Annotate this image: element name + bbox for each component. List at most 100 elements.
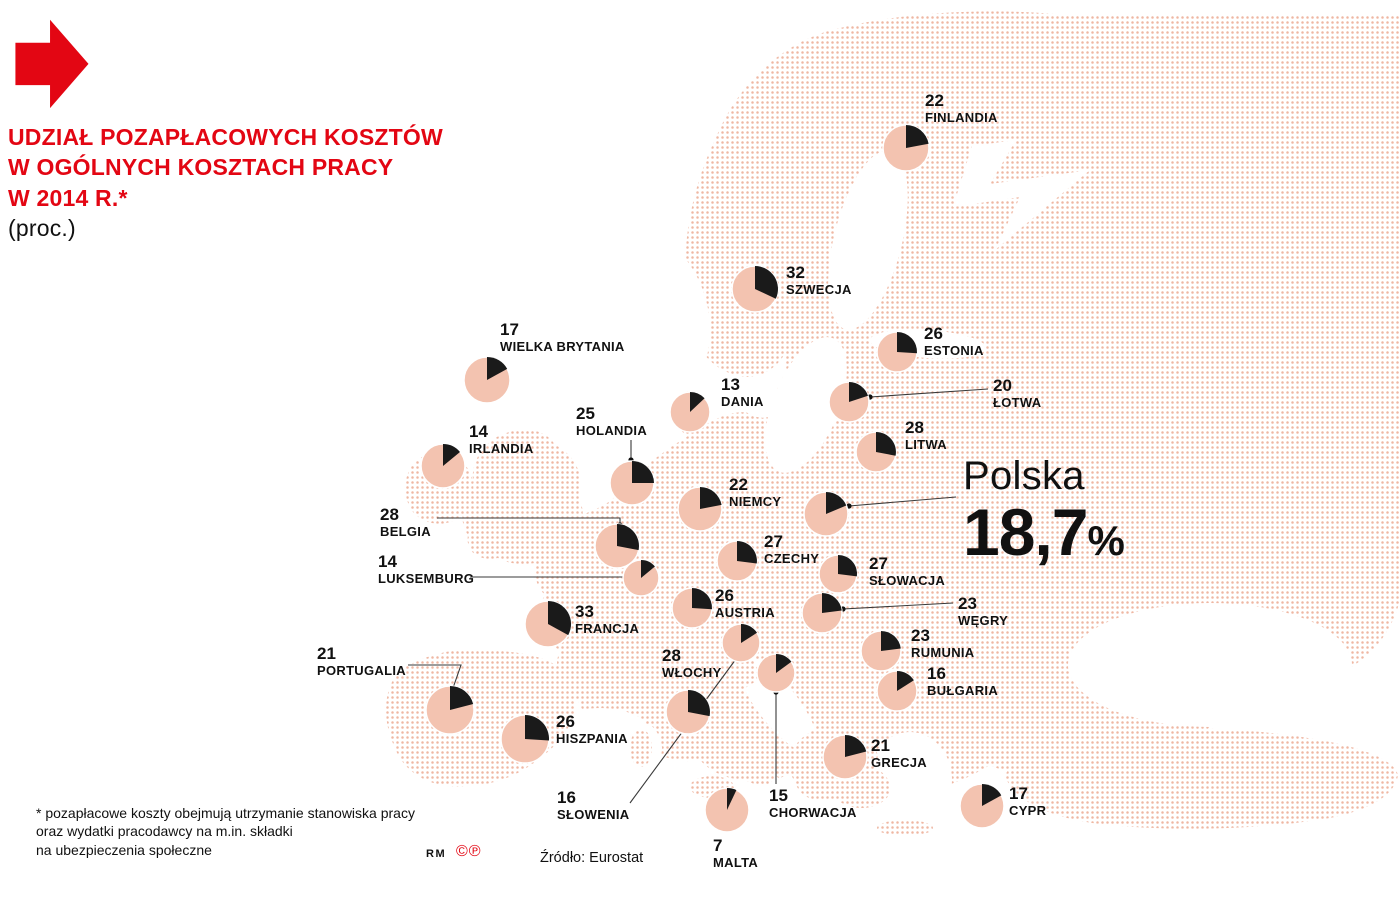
pie-wedge-polska	[826, 492, 847, 514]
pie-bulgaria	[876, 670, 918, 712]
title-line-1: UDZIAŁ POZAPŁACOWYCH KOSZTÓW	[8, 124, 443, 150]
country-name: CYPR	[1009, 802, 1047, 818]
label-niemcy: 22 NIEMCY	[729, 476, 781, 511]
title-unit: (proc.)	[8, 215, 76, 242]
pie-irlandia	[420, 443, 466, 489]
pie-wedge-szwecja	[755, 266, 778, 299]
leader-portugalia	[408, 664, 462, 689]
polska-value: 18,7	[963, 495, 1088, 569]
pie-finlandia	[882, 124, 930, 172]
map-corsica	[642, 700, 658, 726]
country-value: 33	[575, 602, 594, 621]
pie-wedge-slowacja	[838, 554, 858, 577]
country-name: GRECJA	[871, 754, 927, 770]
country-value: 22	[729, 475, 748, 494]
country-name: HISZPANIA	[556, 730, 628, 746]
country-value: 14	[378, 552, 397, 571]
pie-wedge-francja	[548, 600, 572, 636]
aegean-sea	[868, 732, 952, 828]
pie-wlochy	[665, 689, 711, 735]
pie-wedge-cypr	[982, 784, 1002, 806]
pie-wedge-rumunia	[881, 631, 901, 651]
leader-lotwa	[869, 388, 989, 398]
label-luksemburg: 14 LUKSEMBURG	[378, 553, 474, 588]
pie-wedge-wielka-brytania	[487, 356, 508, 380]
pie-wedge-irlandia	[443, 443, 460, 466]
label-szwecja: 32 SZWECJA	[786, 264, 852, 299]
label-wlochy: 28 WŁOCHY	[662, 647, 722, 682]
map-turkey	[1005, 728, 1398, 829]
country-value: 20	[993, 376, 1012, 395]
pie-szwecja	[731, 265, 779, 313]
label-wegry: 23 WĘGRY	[958, 595, 1008, 630]
red-arrow-icon	[15, 19, 89, 109]
country-name: AUSTRIA	[715, 604, 775, 620]
pie-wielka-brytania	[463, 356, 511, 404]
country-name: LUKSEMBURG	[378, 570, 475, 586]
label-estonia: 26 ESTONIA	[924, 325, 984, 360]
pie-estonia	[876, 331, 918, 373]
title-line-2: W OGÓLNYCH KOSZTACH PRACY	[8, 154, 394, 181]
label-czechy: 27 CZECHY	[764, 533, 819, 568]
pie-wedge-belgia	[617, 524, 639, 551]
pie-wedge-finlandia	[906, 125, 929, 148]
label-lotwa: 20 ŁOTWA	[993, 377, 1041, 412]
country-name: BUŁGARIA	[927, 682, 999, 698]
pie-belgia	[594, 523, 640, 569]
country-value: 15	[769, 786, 788, 805]
pie-portugalia	[425, 685, 475, 735]
pie-wedge-litwa	[876, 432, 896, 456]
leader-wegry	[842, 602, 954, 610]
country-name: BELGIA	[380, 523, 431, 539]
pie-rumunia	[860, 630, 902, 672]
pie-wedge-malta	[727, 788, 737, 810]
pie-wedge-portugalia	[450, 686, 474, 710]
country-name: SŁOWACJA	[869, 572, 946, 588]
pie-francja	[524, 600, 572, 648]
country-name: MALTA	[713, 854, 759, 870]
country-value: 21	[317, 644, 336, 663]
copyright-icons: ©℗	[456, 843, 482, 861]
country-name: CZECHY	[764, 550, 820, 566]
country-value: 14	[469, 422, 488, 441]
label-wielka-brytania: 17 WIELKA BRYTANIA	[500, 321, 625, 356]
label-rumunia: 23 RUMUNIA	[911, 627, 974, 662]
pie-wedge-grecja	[845, 735, 867, 757]
pie-wedge-wegry	[822, 593, 842, 613]
country-value: 26	[715, 586, 734, 605]
title-line-3: W 2014 R.*	[8, 184, 128, 211]
label-slowenia: 16 SŁOWENIA	[557, 789, 629, 824]
country-value: 28	[905, 418, 924, 437]
country-name: SŁOWENIA	[557, 806, 630, 822]
country-value: 13	[721, 375, 740, 394]
country-name: WĘGRY	[958, 612, 1009, 628]
map-sardinia	[630, 729, 652, 767]
pie-wegry	[801, 592, 843, 634]
pie-malta	[704, 787, 750, 833]
label-chorwacja: 15 CHORWACJA	[769, 787, 857, 822]
footnote-line-3: na ubezpieczenia społeczne	[36, 841, 212, 858]
pie-wedge-chorwacja	[776, 653, 792, 673]
pie-chorwacja	[756, 653, 796, 693]
country-name: ŁOTWA	[993, 394, 1042, 410]
country-value: 28	[380, 505, 399, 524]
pie-lotwa	[828, 381, 870, 423]
pie-czechy	[716, 540, 758, 582]
polska-callout: Polska 18,7 %	[963, 455, 1125, 565]
country-value: 16	[557, 788, 576, 807]
pie-wedge-bulgaria	[897, 671, 914, 691]
label-dania: 13 DANIA	[721, 376, 764, 411]
country-name: NIEMCY	[729, 493, 782, 509]
pie-polska	[803, 491, 849, 537]
label-irlandia: 14 IRLANDIA	[469, 423, 534, 458]
pie-wedge-holandia	[632, 461, 654, 483]
kattegat	[736, 382, 778, 418]
pie-luksemburg	[622, 559, 660, 597]
footnote-line-1: * pozapłacowe koszty obejmują utrzymanie…	[36, 805, 415, 821]
country-value: 25	[576, 404, 595, 423]
country-name: FRANCJA	[575, 620, 640, 636]
polska-value-row: 18,7 %	[963, 499, 1125, 565]
country-name: RUMUNIA	[911, 644, 975, 660]
